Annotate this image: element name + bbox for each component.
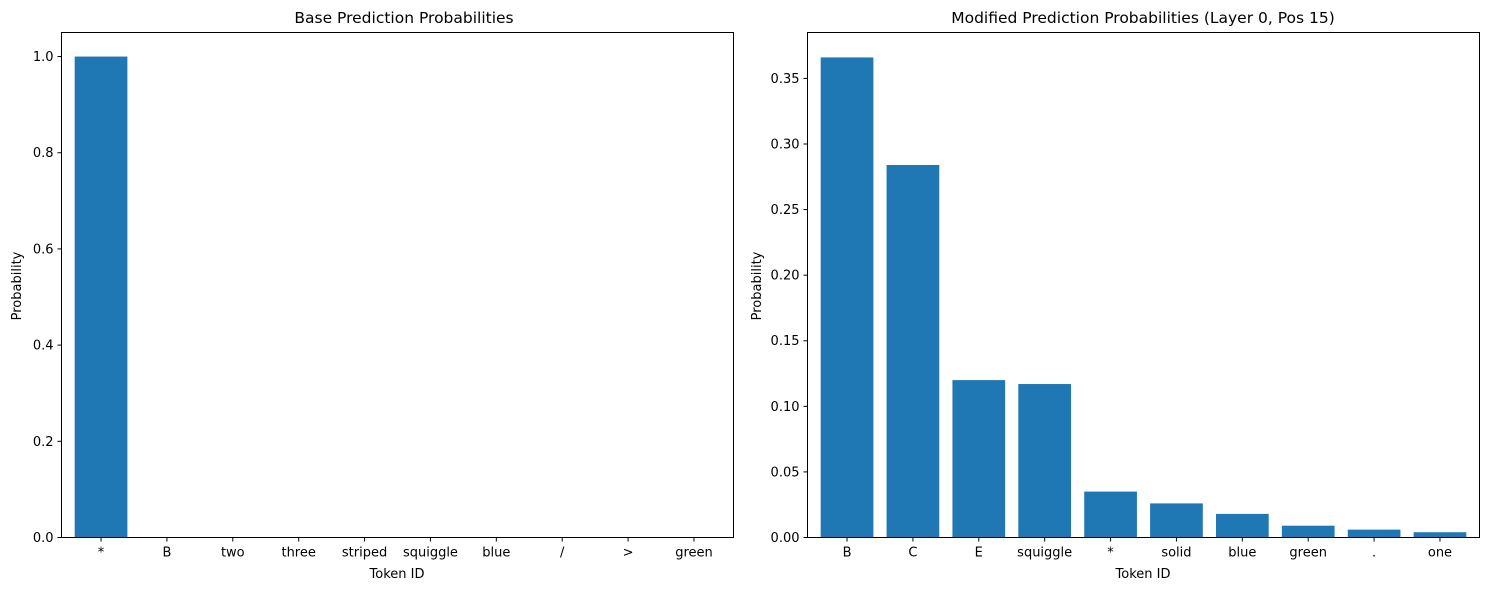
y-tick-label: 0.15 [771,334,800,349]
bar [1281,525,1335,538]
bar [952,380,1006,538]
x-tick-label: squiggle [1017,546,1072,561]
y-axis-label: Probability [10,251,25,320]
y-tick-label: 0.8 [33,146,54,161]
bar [1347,529,1401,538]
y-tick-label: 1.0 [33,50,54,65]
x-tick-label: striped [342,546,387,561]
bars-group [74,56,128,538]
y-tick-label: 0.00 [771,531,800,546]
y-tick-label: 0.30 [771,137,800,152]
y-tick-label: 0.0 [33,531,54,546]
y-tick-label: 0.35 [771,72,800,87]
bar [886,164,940,538]
x-tick-label: B [843,546,852,561]
x-tick-label: two [221,546,245,561]
x-tick-label: > [623,546,634,561]
y-tick-label: 0.20 [771,269,800,284]
bar [820,57,874,538]
x-axis-label: Token ID [1115,567,1171,582]
chart-title: Base Prediction Probabilities [294,9,513,27]
plot-frame [61,32,734,538]
chart-panel-base: Base Prediction Probabilities Token ID P… [10,9,734,582]
y-tick-label: 0.25 [771,203,800,218]
chart-title: Modified Prediction Probabilities (Layer… [951,9,1335,27]
x-tick-label: * [1107,546,1114,561]
x-tick-label: blue [1228,546,1256,561]
y-axis-label: Probability [750,251,765,320]
bar [74,56,128,538]
x-tick-label: squiggle [403,546,458,561]
chart-panel-modified: Modified Prediction Probabilities (Layer… [750,9,1480,582]
y-tick-label: 0.05 [771,465,800,480]
x-tick-label: E [975,546,983,561]
bar [1150,503,1203,538]
plot-frame [807,32,1480,538]
x-tick-label: green [1289,546,1327,561]
x-tick-label: * [98,546,105,561]
x-tick-label: / [560,546,565,561]
bar [1018,384,1072,538]
x-tick-label: blue [482,546,510,561]
x-tick-label: three [281,546,315,561]
y-ticks-group: 0.00 0.05 0.10 0.15 0.20 0.25 0.30 0.35 [771,72,808,546]
x-tick-label: solid [1161,546,1191,561]
x-tick-label: one [1428,546,1452,561]
x-tick-label: green [675,546,713,561]
x-axis-label: Token ID [369,567,425,582]
y-ticks-group: 0.0 0.2 0.4 0.6 0.8 1.0 [33,50,62,546]
x-tick-label: . [1372,546,1376,561]
y-tick-label: 0.10 [771,400,800,415]
y-tick-label: 0.6 [33,242,54,257]
y-tick-label: 0.4 [33,339,54,354]
x-tick-label: B [162,546,171,561]
bar [1413,532,1467,538]
bar [1084,491,1137,538]
bars-group [820,57,1467,538]
bar [1215,513,1269,538]
y-tick-label: 0.2 [33,435,54,450]
x-tick-label: C [908,546,917,561]
